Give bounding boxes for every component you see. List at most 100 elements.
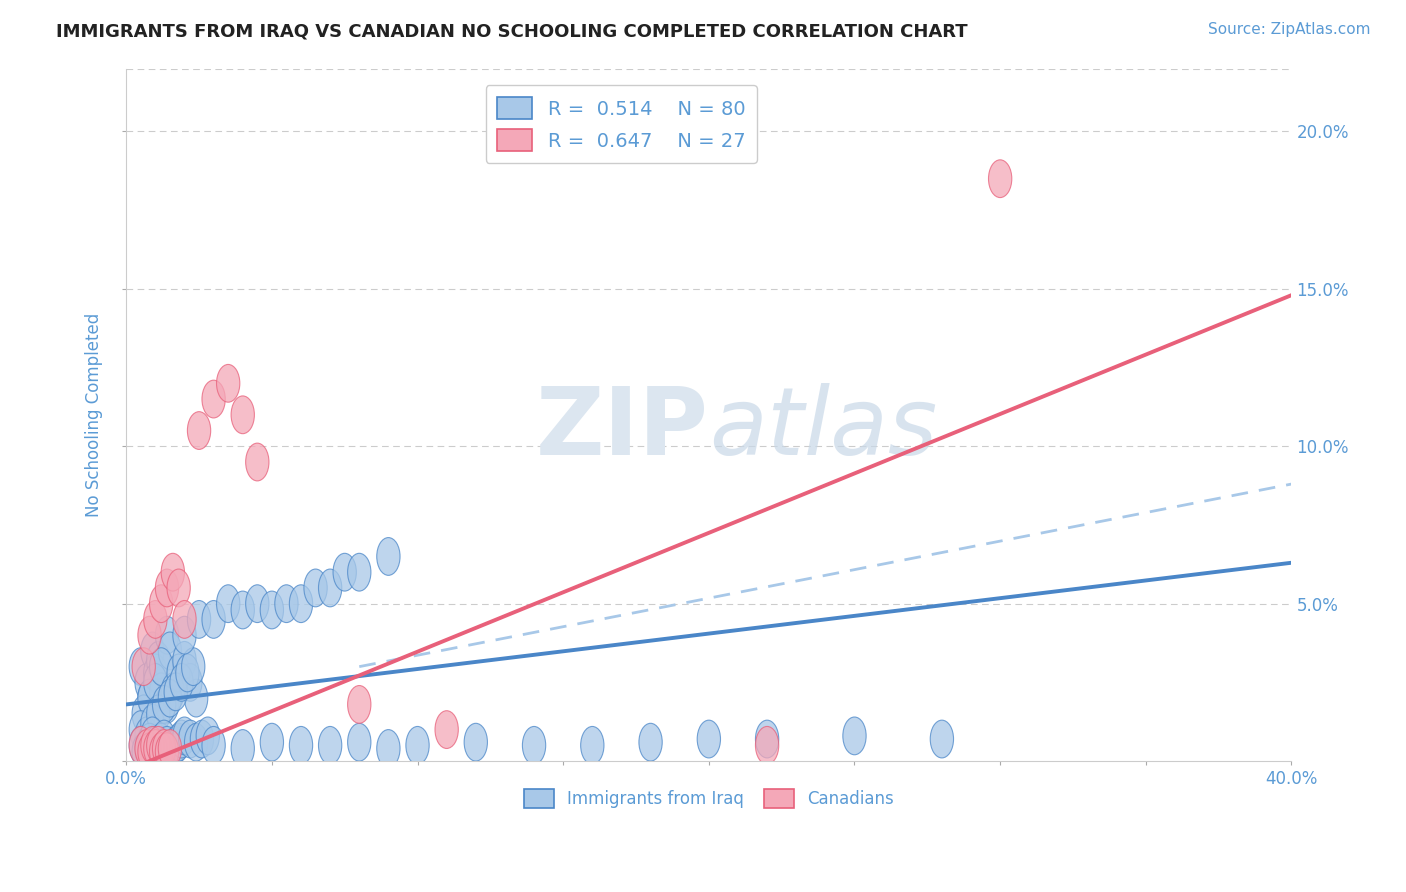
Ellipse shape (190, 720, 214, 758)
Ellipse shape (132, 695, 155, 732)
Text: IMMIGRANTS FROM IRAQ VS CANADIAN NO SCHOOLING COMPLETED CORRELATION CHART: IMMIGRANTS FROM IRAQ VS CANADIAN NO SCHO… (56, 22, 967, 40)
Ellipse shape (931, 720, 953, 758)
Ellipse shape (176, 654, 200, 692)
Ellipse shape (231, 591, 254, 629)
Ellipse shape (129, 726, 152, 764)
Ellipse shape (179, 664, 202, 701)
Ellipse shape (152, 686, 176, 723)
Ellipse shape (377, 538, 401, 575)
Ellipse shape (162, 673, 184, 711)
Ellipse shape (464, 723, 488, 761)
Ellipse shape (143, 726, 167, 764)
Ellipse shape (434, 711, 458, 748)
Ellipse shape (755, 726, 779, 764)
Ellipse shape (347, 686, 371, 723)
Ellipse shape (842, 717, 866, 755)
Ellipse shape (152, 730, 176, 767)
Ellipse shape (138, 732, 162, 771)
Ellipse shape (141, 717, 165, 755)
Ellipse shape (152, 686, 176, 723)
Ellipse shape (581, 726, 605, 764)
Ellipse shape (167, 723, 190, 761)
Ellipse shape (173, 717, 195, 755)
Ellipse shape (377, 730, 401, 767)
Ellipse shape (141, 632, 165, 670)
Ellipse shape (333, 553, 356, 591)
Ellipse shape (155, 616, 179, 654)
Ellipse shape (143, 600, 167, 639)
Ellipse shape (135, 730, 159, 767)
Ellipse shape (149, 648, 173, 686)
Ellipse shape (146, 695, 170, 732)
Ellipse shape (165, 673, 187, 711)
Ellipse shape (149, 732, 173, 771)
Text: ZIP: ZIP (536, 383, 709, 475)
Ellipse shape (347, 553, 371, 591)
Ellipse shape (143, 730, 167, 767)
Legend: Immigrants from Iraq, Canadians: Immigrants from Iraq, Canadians (517, 782, 901, 815)
Ellipse shape (141, 726, 165, 764)
Ellipse shape (217, 585, 240, 623)
Ellipse shape (173, 616, 195, 654)
Ellipse shape (132, 732, 155, 771)
Ellipse shape (138, 723, 162, 761)
Text: atlas: atlas (709, 384, 936, 475)
Ellipse shape (149, 723, 173, 761)
Ellipse shape (138, 679, 162, 717)
Ellipse shape (184, 679, 208, 717)
Ellipse shape (195, 717, 219, 755)
Ellipse shape (755, 720, 779, 758)
Ellipse shape (697, 720, 720, 758)
Ellipse shape (141, 705, 165, 742)
Ellipse shape (231, 730, 254, 767)
Ellipse shape (152, 720, 176, 758)
Ellipse shape (170, 720, 193, 758)
Ellipse shape (246, 585, 269, 623)
Ellipse shape (143, 654, 167, 692)
Ellipse shape (187, 600, 211, 639)
Ellipse shape (135, 730, 159, 767)
Ellipse shape (167, 569, 190, 607)
Ellipse shape (173, 600, 195, 639)
Ellipse shape (129, 711, 152, 748)
Ellipse shape (155, 732, 179, 771)
Ellipse shape (173, 641, 195, 679)
Ellipse shape (159, 730, 181, 767)
Ellipse shape (159, 679, 181, 717)
Ellipse shape (132, 648, 155, 686)
Ellipse shape (135, 717, 159, 755)
Ellipse shape (167, 654, 190, 692)
Ellipse shape (135, 664, 159, 701)
Ellipse shape (146, 726, 170, 764)
Ellipse shape (129, 726, 152, 764)
Ellipse shape (347, 723, 371, 761)
Y-axis label: No Schooling Completed: No Schooling Completed (86, 313, 103, 517)
Text: Source: ZipAtlas.com: Source: ZipAtlas.com (1208, 22, 1371, 37)
Ellipse shape (290, 585, 312, 623)
Ellipse shape (146, 641, 170, 679)
Ellipse shape (155, 569, 179, 607)
Ellipse shape (149, 585, 173, 623)
Ellipse shape (129, 648, 152, 686)
Ellipse shape (149, 673, 173, 711)
Ellipse shape (274, 585, 298, 623)
Ellipse shape (217, 365, 240, 402)
Ellipse shape (202, 726, 225, 764)
Ellipse shape (231, 396, 254, 434)
Ellipse shape (159, 632, 181, 670)
Ellipse shape (155, 726, 179, 764)
Ellipse shape (143, 664, 167, 701)
Ellipse shape (260, 723, 284, 761)
Ellipse shape (260, 591, 284, 629)
Ellipse shape (638, 723, 662, 761)
Ellipse shape (155, 686, 179, 723)
Ellipse shape (202, 380, 225, 418)
Ellipse shape (170, 664, 193, 701)
Ellipse shape (179, 720, 202, 758)
Ellipse shape (523, 726, 546, 764)
Ellipse shape (162, 553, 184, 591)
Ellipse shape (184, 723, 208, 761)
Ellipse shape (319, 726, 342, 764)
Ellipse shape (187, 411, 211, 450)
Ellipse shape (181, 648, 205, 686)
